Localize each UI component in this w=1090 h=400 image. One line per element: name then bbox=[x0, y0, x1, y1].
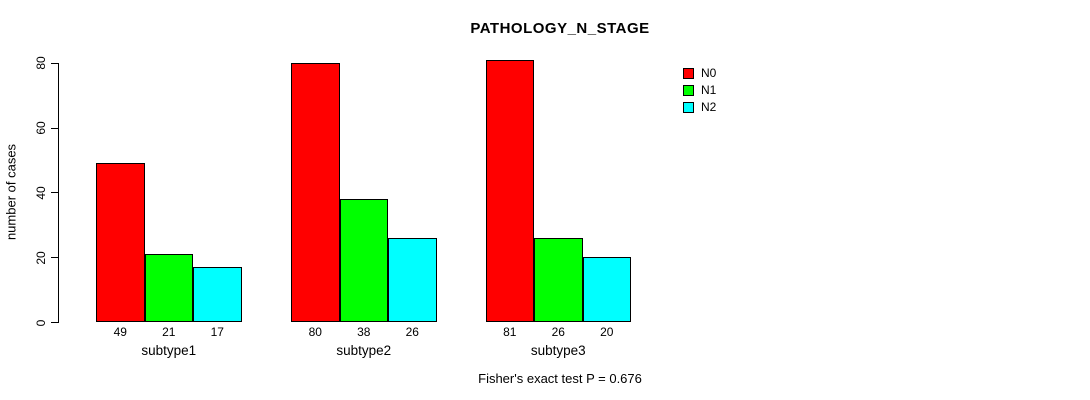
bar-n0-subtype3 bbox=[485, 59, 534, 322]
legend-label-n0: N0 bbox=[701, 66, 717, 80]
legend-label-n2: N2 bbox=[701, 100, 717, 114]
bar-value-n2-subtype1: 17 bbox=[210, 325, 224, 339]
y-tick-label-text: 60 bbox=[34, 121, 48, 135]
y-tick-mark bbox=[51, 257, 58, 259]
legend-swatch-n2 bbox=[683, 102, 694, 113]
bar-value-n0-subtype3: 81 bbox=[503, 325, 517, 339]
bar-value-n2-subtype2: 26 bbox=[405, 325, 419, 339]
legend-item-n0: N0 bbox=[683, 65, 716, 82]
category-label-subtype3: subtype3 bbox=[530, 343, 586, 358]
chart-title: PATHOLOGY_N_STAGE bbox=[470, 20, 650, 37]
category-label-subtype1: subtype1 bbox=[141, 343, 197, 358]
category-label-subtype2: subtype2 bbox=[336, 343, 392, 358]
bar-value-n1-subtype1: 21 bbox=[162, 325, 176, 339]
bar-n0-subtype1 bbox=[96, 163, 145, 322]
legend-swatch-n1 bbox=[683, 85, 694, 96]
legend-item-n1: N1 bbox=[683, 82, 716, 99]
y-tick-label-text: 20 bbox=[34, 251, 48, 265]
y-axis-title-text: number of cases bbox=[3, 143, 19, 241]
bar-value-n0-subtype1: 49 bbox=[113, 325, 127, 339]
bar-n2-subtype3 bbox=[582, 257, 631, 322]
bar-n2-subtype2 bbox=[388, 237, 437, 322]
y-tick-mark bbox=[51, 127, 58, 129]
y-axis-line bbox=[58, 62, 59, 323]
bar-n1-subtype2 bbox=[339, 198, 388, 322]
bar-n2-subtype1 bbox=[193, 266, 242, 322]
y-tick-label-text: 40 bbox=[34, 186, 48, 200]
bar-value-n1-subtype2: 38 bbox=[357, 325, 371, 339]
bar-value-n0-subtype2: 80 bbox=[308, 325, 322, 339]
bar-value-n2-subtype3: 20 bbox=[600, 325, 614, 339]
y-tick-label-text: 0 bbox=[34, 319, 48, 326]
y-tick-label-text: 80 bbox=[34, 56, 48, 70]
legend-item-n2: N2 bbox=[683, 99, 716, 116]
bar-value-n1-subtype3: 26 bbox=[551, 325, 565, 339]
y-tick-mark bbox=[51, 322, 58, 323]
legend-label-n1: N1 bbox=[701, 83, 717, 97]
y-tick-mark bbox=[51, 192, 58, 194]
bar-n0-subtype2 bbox=[291, 62, 340, 322]
annotation-text: Fisher's exact test P = 0.676 bbox=[478, 371, 642, 386]
y-tick-mark bbox=[51, 62, 58, 64]
legend-swatch-n0 bbox=[683, 68, 694, 79]
bar-n1-subtype1 bbox=[144, 253, 193, 322]
bar-n1-subtype3 bbox=[534, 237, 583, 322]
